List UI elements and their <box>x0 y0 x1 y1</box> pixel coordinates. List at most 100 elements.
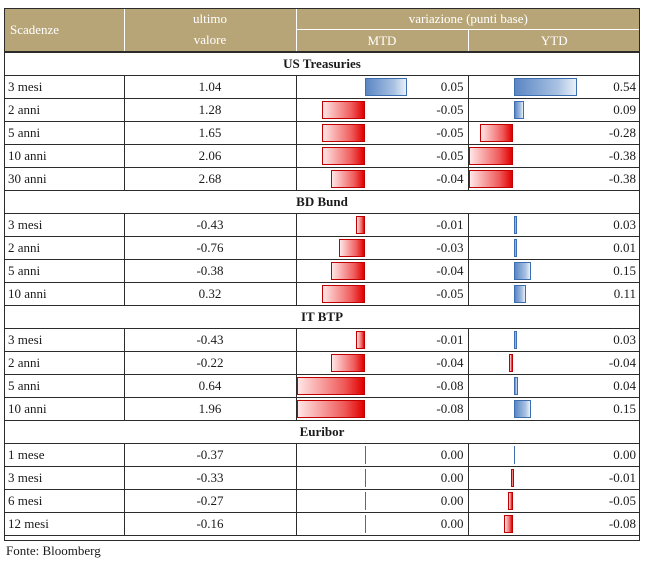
maturity-label: 6 mesi <box>4 489 125 513</box>
ytd-value: -0.04 <box>608 355 636 370</box>
ytd-value: 0.09 <box>613 102 636 117</box>
mtd-cell: -0.01 <box>296 328 469 352</box>
mtd-cell: 0.00 <box>296 512 469 536</box>
last-value: -0.43 <box>124 328 297 352</box>
header-ultimo: ultimo <box>124 8 297 30</box>
mtd-bar <box>296 400 365 418</box>
ytd-value: 0.15 <box>613 263 636 278</box>
table-row: 10 anni 1.96 -0.08 0.15 <box>4 397 640 421</box>
last-value: -0.22 <box>124 351 297 375</box>
ytd-bar <box>513 262 532 280</box>
ytd-zero-bar <box>513 446 515 464</box>
mtd-cell: -0.05 <box>296 282 469 306</box>
table-row: 2 anni -0.76 -0.03 0.01 <box>4 236 640 260</box>
maturity-label: 12 mesi <box>4 512 125 536</box>
ytd-bar <box>510 469 514 487</box>
ytd-cell: -0.38 <box>468 144 640 168</box>
last-value: 2.68 <box>124 167 297 191</box>
maturity-label: 10 anni <box>4 144 125 168</box>
ytd-value: 0.04 <box>613 378 636 393</box>
table-row: 2 anni -0.22 -0.04 -0.04 <box>4 351 640 375</box>
maturity-label: 2 anni <box>4 98 125 122</box>
ytd-cell: -0.04 <box>468 351 640 375</box>
ytd-cell: 0.54 <box>468 75 640 99</box>
ytd-cell: -0.05 <box>468 489 640 513</box>
ytd-value: -0.05 <box>608 493 636 508</box>
mtd-bar <box>322 124 365 142</box>
mtd-value: -0.04 <box>436 171 464 186</box>
maturity-label: 10 anni <box>4 397 125 421</box>
section-title: US Treasuries <box>4 51 640 76</box>
ytd-cell: -0.28 <box>468 121 640 145</box>
ytd-bar <box>513 239 517 257</box>
mtd-zero-bar <box>364 469 366 487</box>
mtd-value: -0.04 <box>436 263 464 278</box>
table-row: 12 mesi -0.16 0.00 -0.08 <box>4 512 640 536</box>
maturity-label: 3 mesi <box>4 213 125 237</box>
last-value: -0.76 <box>124 236 297 260</box>
ytd-cell: 0.03 <box>468 213 640 237</box>
last-value: 0.32 <box>124 282 297 306</box>
section-title: IT BTP <box>4 305 640 329</box>
mtd-cell: 0.00 <box>296 443 469 467</box>
header-valore: valore <box>124 29 297 52</box>
ytd-value: 0.11 <box>613 286 636 301</box>
ytd-bar <box>513 216 518 234</box>
last-value: 1.96 <box>124 397 297 421</box>
ytd-bar <box>480 124 514 142</box>
header-mtd: MTD <box>296 29 469 52</box>
ytd-value: 0.01 <box>613 240 636 255</box>
table-row: 1 mese -0.37 0.00 0.00 <box>4 443 640 467</box>
mtd-cell: -0.04 <box>296 167 469 191</box>
mtd-value: -0.05 <box>436 148 464 163</box>
last-value: 1.04 <box>124 75 297 99</box>
mtd-cell: -0.08 <box>296 374 469 398</box>
mtd-value: -0.08 <box>436 378 464 393</box>
mtd-cell: -0.04 <box>296 351 469 375</box>
mtd-bar <box>322 101 365 119</box>
mtd-bar <box>296 377 365 395</box>
section-title: Euribor <box>4 420 640 444</box>
mtd-cell: 0.05 <box>296 75 469 99</box>
maturity-label: 1 mese <box>4 443 125 467</box>
header-variazione: variazione (punti base) <box>296 8 640 30</box>
ytd-bar <box>513 101 525 119</box>
ytd-bar <box>513 400 532 418</box>
section-header: Euribor <box>4 420 640 444</box>
table-row: 3 mesi -0.43 -0.01 0.03 <box>4 328 640 352</box>
mtd-value: -0.05 <box>436 125 464 140</box>
header-scadenze: Scadenze <box>4 8 125 52</box>
maturity-label: 5 anni <box>4 121 125 145</box>
maturity-label: 5 anni <box>4 374 125 398</box>
mtd-value: -0.05 <box>436 102 464 117</box>
ytd-cell: 0.01 <box>468 236 640 260</box>
mtd-zero-bar <box>364 492 366 510</box>
mtd-bar <box>339 239 365 257</box>
yield-table: Scadenze ultimo variazione (punti base) … <box>4 8 640 536</box>
ytd-value: -0.38 <box>608 171 636 186</box>
ytd-value: 0.03 <box>613 332 636 347</box>
last-value: 1.28 <box>124 98 297 122</box>
mtd-value: 0.05 <box>440 79 464 94</box>
last-value: -0.38 <box>124 259 297 283</box>
ytd-bar <box>468 147 514 165</box>
mtd-bar <box>322 147 365 165</box>
table-row: 10 anni 2.06 -0.05 -0.38 <box>4 144 640 168</box>
ytd-bar <box>468 170 514 188</box>
last-value: 1.65 <box>124 121 297 145</box>
ytd-cell: 0.09 <box>468 98 640 122</box>
mtd-cell: -0.08 <box>296 397 469 421</box>
last-value: 2.06 <box>124 144 297 168</box>
ytd-value: 0.03 <box>613 217 636 232</box>
last-value: -0.27 <box>124 489 297 513</box>
ytd-bar <box>513 78 578 96</box>
maturity-label: 3 mesi <box>4 328 125 352</box>
last-value: -0.37 <box>124 443 297 467</box>
table-row: 6 mesi -0.27 0.00 -0.05 <box>4 489 640 513</box>
maturity-label: 3 mesi <box>4 75 125 99</box>
ytd-bar <box>513 331 518 349</box>
mtd-cell: -0.04 <box>296 259 469 283</box>
mtd-value: -0.05 <box>436 286 464 301</box>
mtd-bar <box>322 285 365 303</box>
source-note: Fonte: Bloomberg <box>6 543 101 558</box>
